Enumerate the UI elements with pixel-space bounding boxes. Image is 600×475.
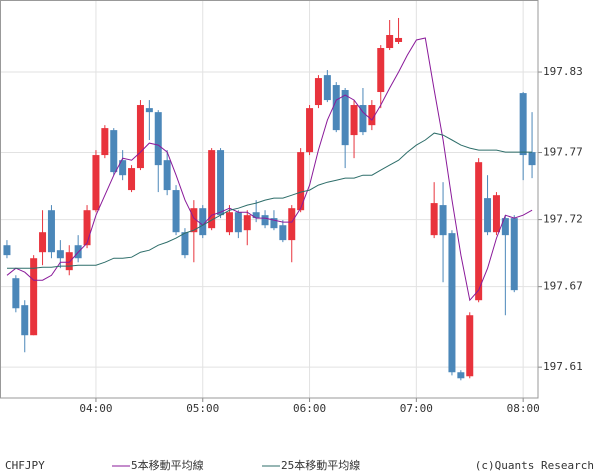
candle-body	[154, 112, 162, 166]
y-tick-label: 197.72	[543, 213, 583, 226]
candle-body	[56, 250, 64, 259]
candle-body	[368, 105, 376, 126]
moving-average-line	[7, 132, 533, 269]
candle-body	[528, 152, 536, 166]
x-tick-label: 05:00	[186, 402, 219, 415]
candle-body	[136, 105, 144, 169]
candle-body	[501, 218, 509, 236]
candle-body	[110, 130, 118, 173]
candle-body	[475, 162, 483, 301]
candle-body	[217, 150, 225, 216]
candle-body	[243, 215, 251, 231]
candle-body	[297, 152, 305, 211]
candle-body	[430, 203, 438, 236]
candle-body	[30, 258, 38, 336]
candle-body	[199, 208, 207, 236]
y-tick-label: 197.83	[543, 65, 583, 78]
candle-body	[448, 233, 456, 373]
candle-body	[314, 78, 322, 106]
candle-body	[234, 212, 242, 233]
candle-body	[484, 198, 492, 233]
x-tick-label: 08:00	[507, 402, 540, 415]
candle-body	[190, 208, 198, 233]
x-tick-label: 04:00	[79, 402, 112, 415]
candle-body	[288, 208, 296, 241]
candle-body	[510, 218, 518, 291]
candle-body	[395, 37, 403, 42]
candle-body	[208, 150, 216, 229]
candle-body	[145, 108, 153, 113]
candle-body	[101, 128, 109, 156]
candle-body	[128, 168, 136, 191]
legend-label: 5本移動平均線	[131, 458, 204, 472]
y-tick-label: 197.67	[543, 280, 583, 293]
y-tick-label: 197.61	[543, 360, 583, 373]
x-tick-label: 07:00	[400, 402, 433, 415]
candle-body	[225, 212, 233, 233]
candle-body	[377, 48, 385, 93]
candle-body	[92, 155, 100, 211]
candle-body	[359, 105, 367, 133]
candle-body	[261, 215, 269, 226]
candle-body	[457, 372, 465, 379]
candle-body	[466, 315, 474, 377]
candle-body	[163, 160, 171, 191]
candle-body	[306, 108, 314, 153]
candle-body	[323, 75, 331, 101]
candle-body	[519, 93, 527, 156]
y-tick-label: 197.77	[543, 146, 583, 159]
candle-body	[47, 210, 55, 253]
x-tick-label: 06:00	[293, 402, 326, 415]
copyright: (c)Quants Research	[475, 459, 594, 472]
candle-body	[492, 195, 500, 233]
candle-body	[386, 35, 394, 49]
candle-body	[21, 305, 29, 336]
candle-body	[332, 85, 340, 131]
candle-body	[439, 205, 447, 236]
legend-label: 25本移動平均線	[281, 458, 360, 472]
candle-body	[279, 225, 287, 241]
plot-frame	[0, 0, 539, 399]
candle-body	[252, 212, 260, 219]
moving-average-line	[6, 37, 533, 302]
candle-body	[39, 232, 47, 253]
candle-body	[83, 210, 91, 246]
candle-body	[270, 218, 278, 229]
candle-body	[3, 245, 11, 256]
candle-body	[341, 90, 349, 146]
candle-body	[119, 160, 127, 176]
candle-body	[350, 105, 358, 136]
candle-body	[181, 232, 189, 256]
candle-body	[172, 190, 180, 233]
candle-body	[65, 252, 73, 271]
symbol-label: CHFJPY	[5, 459, 45, 472]
candle-body	[12, 278, 20, 309]
